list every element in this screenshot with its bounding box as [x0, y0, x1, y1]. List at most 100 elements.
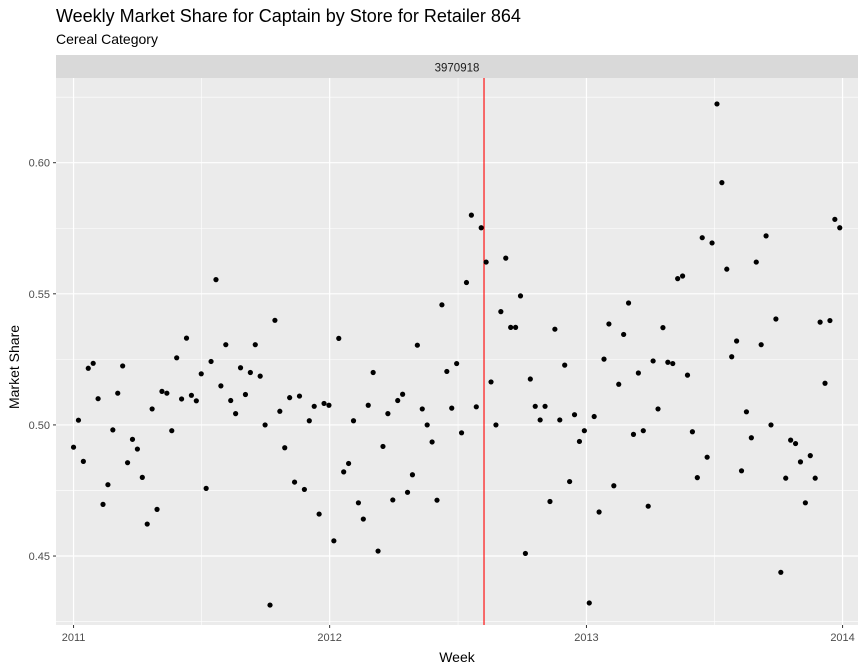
points-layer: [70, 101, 843, 608]
data-point: [508, 324, 514, 330]
data-point: [802, 500, 808, 506]
data-point: [100, 501, 106, 507]
data-point: [242, 391, 249, 398]
data-point: [144, 521, 150, 527]
data-point: [341, 469, 347, 475]
data-point: [223, 342, 229, 348]
data-point: [154, 506, 160, 512]
data-point: [237, 365, 244, 371]
data-point: [611, 483, 617, 489]
x-axis: 2011 2012 2013 2014: [62, 625, 855, 644]
data-point: [360, 516, 366, 522]
data-point: [709, 240, 715, 246]
data-point: [827, 317, 833, 324]
data-point: [670, 360, 676, 367]
data-point: [174, 355, 180, 361]
data-point: [409, 472, 416, 478]
data-point: [704, 454, 710, 460]
y-axis-title: Market Share: [6, 325, 22, 409]
data-point: [571, 412, 578, 418]
data-point: [70, 444, 77, 450]
data-point: [645, 503, 651, 509]
y-tick-label: 0.50: [29, 420, 50, 432]
data-point: [336, 335, 342, 341]
data-point: [262, 422, 268, 428]
data-point: [375, 548, 381, 554]
data-point: [473, 404, 479, 410]
data-point: [684, 372, 691, 378]
data-point: [139, 474, 145, 480]
data-point: [547, 498, 553, 505]
x-tick-label: 2012: [317, 632, 341, 644]
data-point: [326, 402, 332, 408]
data-point: [454, 360, 460, 367]
data-point: [532, 403, 538, 409]
data-point: [257, 373, 263, 379]
data-point: [95, 396, 101, 402]
data-point: [748, 435, 754, 441]
data-point: [198, 371, 204, 377]
data-point: [567, 478, 573, 485]
data-point: [522, 550, 529, 557]
data-point: [665, 359, 671, 365]
data-point: [434, 497, 440, 503]
data-point: [640, 428, 646, 434]
data-point: [591, 413, 597, 420]
data-point: [468, 212, 474, 218]
data-point: [183, 335, 190, 341]
data-point: [503, 255, 509, 261]
data-point: [483, 259, 489, 265]
data-point: [773, 316, 779, 322]
data-point: [719, 180, 725, 186]
x-axis-title: Week: [439, 649, 476, 665]
data-point: [350, 418, 357, 424]
data-point: [797, 459, 804, 465]
data-point: [753, 259, 759, 265]
data-point: [714, 101, 720, 107]
data-point: [562, 362, 568, 368]
data-point: [596, 509, 602, 515]
data-point: [788, 437, 794, 443]
data-point: [625, 300, 632, 306]
data-point: [110, 427, 116, 433]
data-point: [296, 393, 303, 399]
data-point: [586, 600, 592, 606]
data-point: [213, 277, 219, 283]
data-point: [395, 397, 401, 404]
data-point: [188, 392, 195, 398]
data-point: [228, 397, 234, 404]
data-point: [738, 468, 745, 474]
data-point: [355, 500, 362, 506]
data-point: [463, 279, 470, 286]
data-point: [80, 458, 86, 464]
data-point: [576, 438, 583, 445]
data-point: [817, 319, 823, 325]
data-point: [581, 428, 587, 434]
data-point: [699, 235, 705, 241]
data-point: [822, 380, 828, 386]
data-point: [689, 429, 696, 435]
data-point: [621, 331, 627, 338]
data-point: [193, 398, 199, 404]
data-point: [105, 482, 111, 488]
data-point: [488, 379, 494, 385]
data-point: [660, 325, 666, 331]
data-point: [115, 390, 121, 396]
data-point: [159, 388, 165, 394]
data-point: [763, 233, 769, 239]
y-tick-label: 0.55: [29, 289, 50, 301]
data-point: [370, 369, 376, 376]
y-tick-label: 0.60: [29, 158, 50, 170]
facet-label: 3970918: [435, 63, 480, 75]
data-point: [291, 479, 298, 485]
data-point: [783, 475, 789, 481]
plot-panel: [56, 78, 858, 625]
data-point: [655, 406, 661, 412]
data-point: [301, 486, 307, 493]
data-point: [792, 440, 799, 447]
data-point: [414, 342, 420, 348]
data-point: [331, 538, 337, 544]
data-point: [729, 354, 735, 360]
data-point: [124, 460, 131, 466]
data-point: [316, 511, 322, 517]
